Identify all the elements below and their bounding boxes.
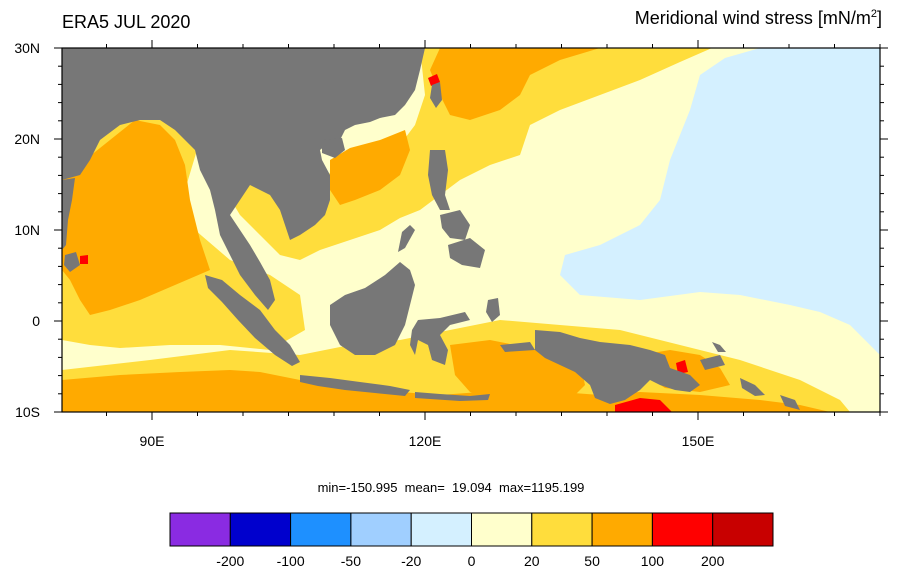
colorbar-tick-label: -50 [340,553,361,569]
lon-label-150e: 150E [681,433,715,449]
land-sumatra [205,275,300,366]
lat-label-30n: 30N [14,40,40,56]
land-solomon-islands-2 [780,395,800,410]
colorbar-swatch [471,512,533,547]
colorbar-swatch [712,512,774,547]
land-masses [62,48,800,410]
colorbar-tick-label: 20 [524,553,540,569]
ocean-red-spot-srilanka [80,255,88,264]
colorbar-tick-label: -20 [401,553,422,569]
land-sri-lanka [64,252,80,272]
axis-ticks [54,40,888,420]
land-halmahera [486,298,500,322]
land-new-guinea [535,330,700,404]
land-india [62,178,75,250]
ocean-orange-taiwan [430,48,600,120]
lat-label-20n: 20N [14,131,40,147]
land-new-britain [700,355,725,370]
land-lesser-sunda [415,392,490,401]
ocean-negative-region [560,48,880,355]
colorbar-swatch [229,512,292,547]
land-solomon-islands [740,378,765,396]
colorbar-swatch [591,512,653,547]
ocean-red-spot-png [676,360,688,374]
land-sulawesi [410,312,470,365]
ocean-yellow-north [225,48,712,260]
land-palawan [398,225,415,252]
colorbar-swatch [531,512,593,547]
colorbar-swatch [410,512,473,547]
lon-label-90e: 90E [139,433,165,449]
map-title-right: Meridional wind stress [mN/m2] [634,8,882,28]
stats-line: min=-150.995 mean= 19.094 max=1195.199 [317,480,585,495]
lon-label-120e: 120E [408,433,442,449]
colorbar-swatch [350,512,412,547]
colorbar-tick-label: -100 [276,553,305,569]
colorbar-tick-label: 50 [584,553,600,569]
lat-label-0: 0 [32,313,40,329]
colorbar-swatch [169,512,231,547]
land-hainan [322,138,345,158]
land-seram [500,342,535,352]
ocean-orange-scs [330,130,410,205]
land-java [300,375,410,396]
ocean-orange-bay-of-bengal [62,120,210,315]
land-taiwan [430,82,442,108]
ocean-red-spot-taiwan [428,74,440,86]
colorbar-tick-label: 100 [640,553,665,569]
map-area [62,48,880,412]
colorbar-tick-label: 0 [467,553,476,569]
lat-label-10n: 10N [14,222,40,238]
land-borneo [330,262,415,355]
colorbar-swatch [651,512,714,547]
land-asia-mainland [62,48,425,310]
land-luzon [428,150,450,210]
colorbar-tick-label: -200 [216,553,245,569]
land-new-ireland [712,342,726,352]
colorbar-swatch [290,512,352,547]
colorbar [169,512,774,547]
colorbar-tick-label: 200 [701,553,725,569]
map-title-left: ERA5 JUL 2020 [62,12,191,32]
lat-label-10s: 10S [15,404,40,420]
ocean-red-spot-south [615,398,672,412]
land-mindanao [448,238,485,268]
land-visayas [440,210,470,240]
